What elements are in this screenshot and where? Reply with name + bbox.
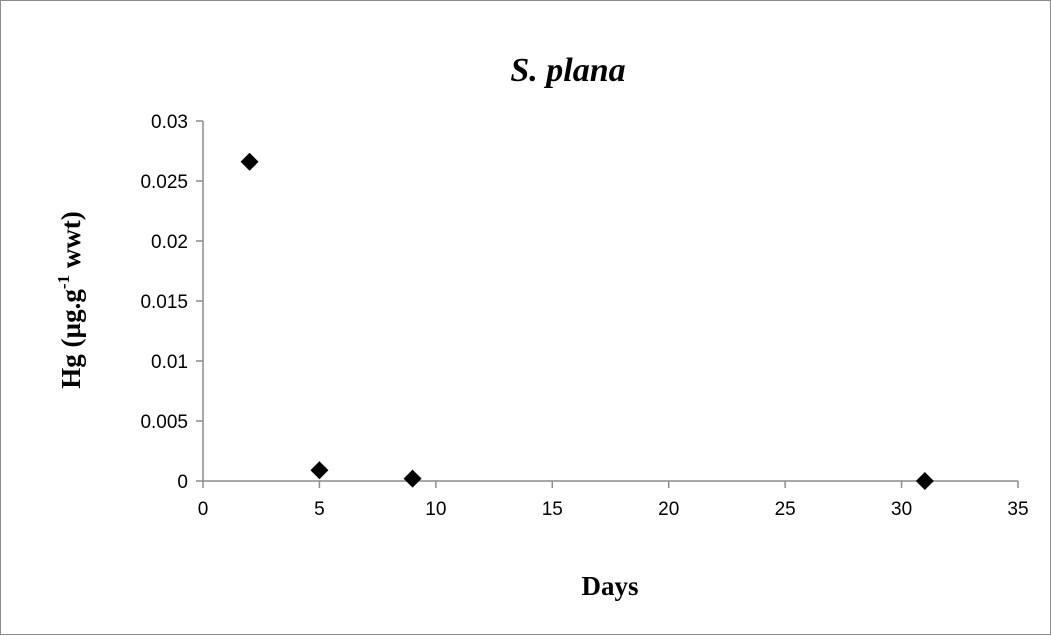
y-tick-label: 0.03 (151, 112, 188, 133)
x-axis-title: Days (581, 571, 638, 601)
x-tick-label: 30 (891, 499, 912, 520)
y-tick-label: 0.02 (151, 232, 188, 253)
axes (202, 121, 1018, 482)
y-tick-label: 0.015 (140, 292, 188, 313)
x-tick-label: 20 (658, 499, 679, 520)
chart-title: S. plana (510, 52, 625, 89)
y-tick-label: 0 (177, 472, 188, 493)
data-point (310, 461, 329, 480)
y-tick-label: 0.005 (140, 412, 188, 433)
data-point (403, 469, 422, 488)
y-axis-title-main: Hg (µg.g (56, 289, 86, 389)
data-point (915, 472, 934, 490)
x-tick-label: 10 (425, 499, 446, 520)
x-tick-label: 0 (198, 499, 209, 520)
y-axis-title-superscript: -1 (54, 275, 73, 289)
y-axis-title: Hg (µg.g-1 wwt) (54, 211, 86, 388)
x-axis-ticks: 0 5 10 15 20 25 30 35 (198, 481, 1029, 520)
x-tick-label: 35 (1007, 499, 1028, 520)
y-tick-label: 0.01 (151, 352, 188, 373)
data-points (240, 152, 934, 490)
x-tick-label: 25 (775, 499, 796, 520)
x-tick-label: 5 (314, 499, 325, 520)
x-tick-label: 15 (542, 499, 563, 520)
y-axis-ticks: 0 0.005 0.01 0.015 0.02 0.025 0.03 (140, 112, 203, 493)
y-tick-label: 0.025 (140, 172, 188, 193)
y-axis-title-rest: wwt) (56, 211, 86, 275)
data-point (240, 152, 259, 171)
